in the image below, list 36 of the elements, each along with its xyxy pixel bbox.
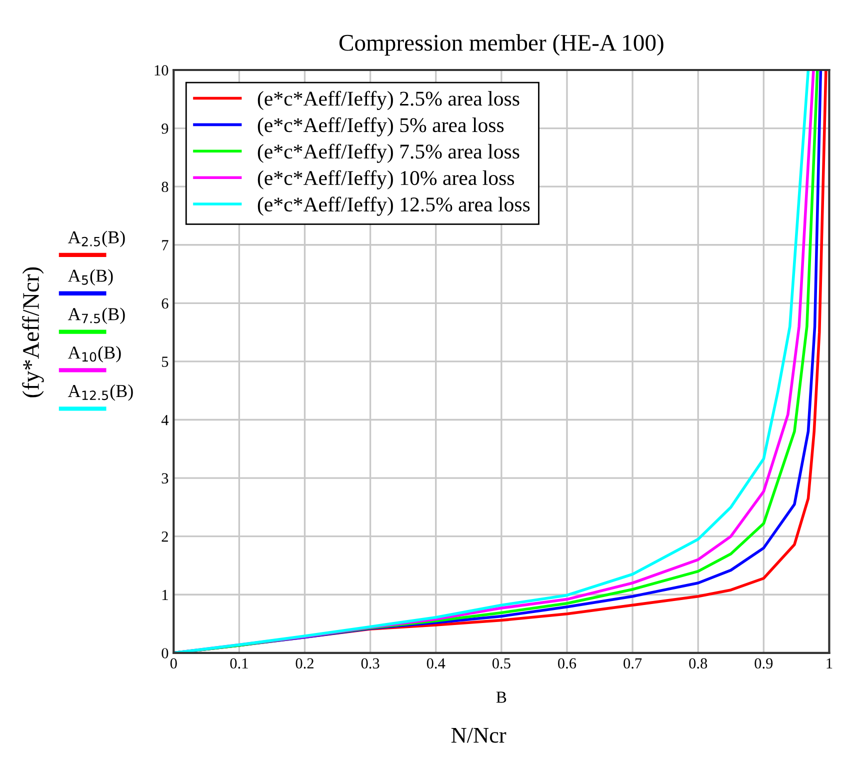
- y-tick-label: 1: [162, 590, 168, 600]
- text: A$_{12.5}$(B): [68, 384, 133, 401]
- text: N/Ncr: [451, 728, 506, 743]
- x-axis-title: B: [496, 692, 506, 703]
- y-axis-title: (fy*Aeff/Ncr): [22, 267, 44, 398]
- x-tick-label: 0.7: [624, 658, 642, 669]
- text: A$_{5}$(B): [68, 269, 113, 286]
- y-tick-label: 2: [162, 532, 168, 542]
- x-tick-label: 0.3: [361, 658, 380, 669]
- y-tick-label: 8: [162, 182, 168, 192]
- x-tick-label: 0.9: [754, 658, 773, 669]
- x-tick-label: 0.5: [492, 658, 510, 669]
- y-tick-label: 7: [162, 240, 168, 250]
- x-tick-label: 0.4: [426, 658, 446, 669]
- y-tick-label: 0: [162, 648, 168, 658]
- y-tick-label: 3: [162, 473, 168, 484]
- legend-label: (e*c*Aeff/Ieffy) 2.5% area loss: [258, 90, 520, 110]
- x-tick-label: 0: [170, 658, 177, 669]
- legend-label: (e*c*Aeff/Ieffy) 7.5% area loss: [258, 144, 520, 163]
- legend-label: (e*c*Aeff/Ieffy) 5% area loss: [258, 117, 504, 136]
- text: A$_{2.5}$(B): [68, 230, 125, 248]
- x-tick-label: 0.2: [296, 658, 314, 669]
- x-tick-label: 0.6: [558, 658, 576, 669]
- legend-label: (e*c*Aeff/Ieffy) 10% area loss: [258, 170, 514, 190]
- y-tick-label: 9: [162, 123, 168, 134]
- x-tick-label: 1: [826, 658, 832, 668]
- x-tick-label: 0.8: [689, 658, 708, 669]
- y-tick-label: 4: [161, 415, 169, 426]
- y-tick-label: 5: [162, 356, 168, 367]
- chart-title: Compression member (HE-A 100): [339, 34, 664, 56]
- x-tick-label: 0.1: [230, 658, 248, 669]
- text: A$_{10}$(B): [68, 346, 121, 362]
- legend-label: (e*c*Aeff/Ieffy) 12.5% area loss: [258, 196, 530, 216]
- y-tick-label: 6: [162, 298, 168, 309]
- y-tick-label: 10: [154, 65, 168, 76]
- text: A$_{7.5}$(B): [68, 308, 125, 324]
